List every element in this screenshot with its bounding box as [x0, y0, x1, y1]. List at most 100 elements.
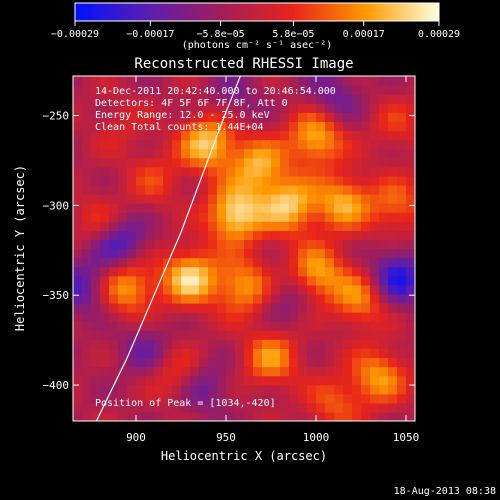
heatmap-cell [325, 248, 335, 259]
heatmap-cell [379, 348, 389, 359]
heatmap-cell [271, 366, 281, 377]
y-tick-label: −400 [43, 379, 70, 392]
heatmap-cell [82, 393, 92, 404]
heatmap-cell [352, 339, 362, 349]
heatmap-cell [91, 130, 101, 141]
heatmap-cell [100, 357, 110, 368]
heatmap-cell [181, 148, 191, 159]
heatmap-cell [145, 76, 155, 86]
heatmap-cell [100, 384, 110, 395]
heatmap-cell [163, 121, 173, 132]
heatmap-cell [307, 194, 317, 204]
peak-position-label: Position of Peak = [1034,-420] [95, 398, 276, 409]
heatmap-cell [307, 375, 317, 386]
heatmap-cell [325, 130, 335, 141]
heatmap-cell [109, 230, 119, 241]
heatmap-cell [397, 175, 407, 186]
heatmap-cell [172, 130, 182, 141]
heatmap-cell [298, 157, 308, 168]
heatmap-cell [172, 384, 182, 395]
heatmap-cell [172, 266, 182, 277]
heatmap-cell [388, 393, 398, 404]
heatmap-cell [145, 248, 155, 259]
heatmap-cell [208, 239, 218, 250]
heatmap-cell [199, 175, 209, 186]
heatmap-cell [262, 339, 272, 349]
heatmap-cell [109, 302, 119, 313]
heatmap-cell [163, 239, 173, 250]
heatmap-cell [208, 221, 218, 231]
heatmap-cell [109, 257, 119, 268]
heatmap-cell [361, 284, 371, 295]
heatmap-cell [154, 384, 164, 395]
heatmap-cell [307, 166, 317, 177]
heatmap-cell [406, 230, 415, 241]
heatmap-cell [91, 103, 101, 113]
heatmap-cell [127, 302, 137, 313]
heatmap-cell [361, 402, 371, 413]
heatmap-cell [109, 393, 119, 404]
heatmap-cell [343, 130, 353, 141]
heatmap-cell [181, 266, 191, 277]
heatmap-cell [226, 103, 236, 113]
heatmap-cell [100, 221, 110, 231]
heatmap-cell [352, 293, 362, 304]
annotation-detectors: Detectors: 4F 5F 6F 7F 8F, Att 0 [95, 98, 288, 109]
heatmap-cell [280, 393, 290, 404]
heatmap-cell [307, 357, 317, 368]
heatmap-cell [316, 76, 326, 86]
heatmap-cell [352, 175, 362, 186]
heatmap-cell [244, 230, 254, 241]
heatmap-cell [145, 112, 155, 122]
heatmap-cell [91, 275, 101, 286]
heatmap-cell [289, 194, 299, 204]
heatmap-cell [82, 411, 92, 421]
heatmap-cell [82, 121, 92, 132]
heatmap-cell [235, 85, 245, 95]
heatmap-cell [82, 284, 92, 295]
heatmap-cell [181, 393, 191, 404]
heatmap-cell [262, 76, 272, 86]
heatmap-cell [154, 212, 164, 222]
heatmap-cell [154, 166, 164, 177]
heatmap-cell [181, 411, 191, 421]
heatmap-cell [199, 112, 209, 122]
heatmap-cell [325, 76, 335, 86]
heatmap-cell [325, 366, 335, 377]
heatmap-cell [262, 393, 272, 404]
heatmap-cell [370, 130, 380, 141]
heatmap-cell [136, 175, 146, 186]
heatmap-cell [109, 166, 119, 177]
heatmap-cell [154, 76, 164, 86]
heatmap-cell [253, 339, 263, 349]
heatmap-cell [361, 411, 371, 421]
heatmap-cell [397, 384, 407, 395]
heatmap-cell [226, 248, 236, 259]
heatmap-cell [82, 166, 92, 177]
heatmap-cell [109, 194, 119, 204]
heatmap-cell [397, 393, 407, 404]
heatmap-cell [145, 157, 155, 168]
heatmap-cell [280, 76, 290, 86]
heatmap-cell [208, 321, 218, 331]
heatmap-cell [379, 375, 389, 386]
heatmap-cell [82, 194, 92, 204]
heatmap-cell [307, 139, 317, 150]
heatmap-cell [109, 212, 119, 222]
heatmap-cell [199, 85, 209, 95]
heatmap-cell [370, 221, 380, 231]
heatmap-cell [280, 366, 290, 377]
heatmap-cell [190, 103, 200, 113]
heatmap-cell [397, 203, 407, 213]
heatmap-cell [280, 411, 290, 421]
heatmap-cell [316, 194, 326, 204]
heatmap-cell [91, 339, 101, 349]
heatmap-cell [379, 230, 389, 241]
heatmap-cell [334, 157, 344, 168]
heatmap-cell [145, 212, 155, 222]
heatmap-cell [370, 94, 380, 104]
heatmap-cell [226, 266, 236, 277]
heatmap-cell [334, 330, 344, 340]
heatmap-cell [100, 194, 110, 204]
